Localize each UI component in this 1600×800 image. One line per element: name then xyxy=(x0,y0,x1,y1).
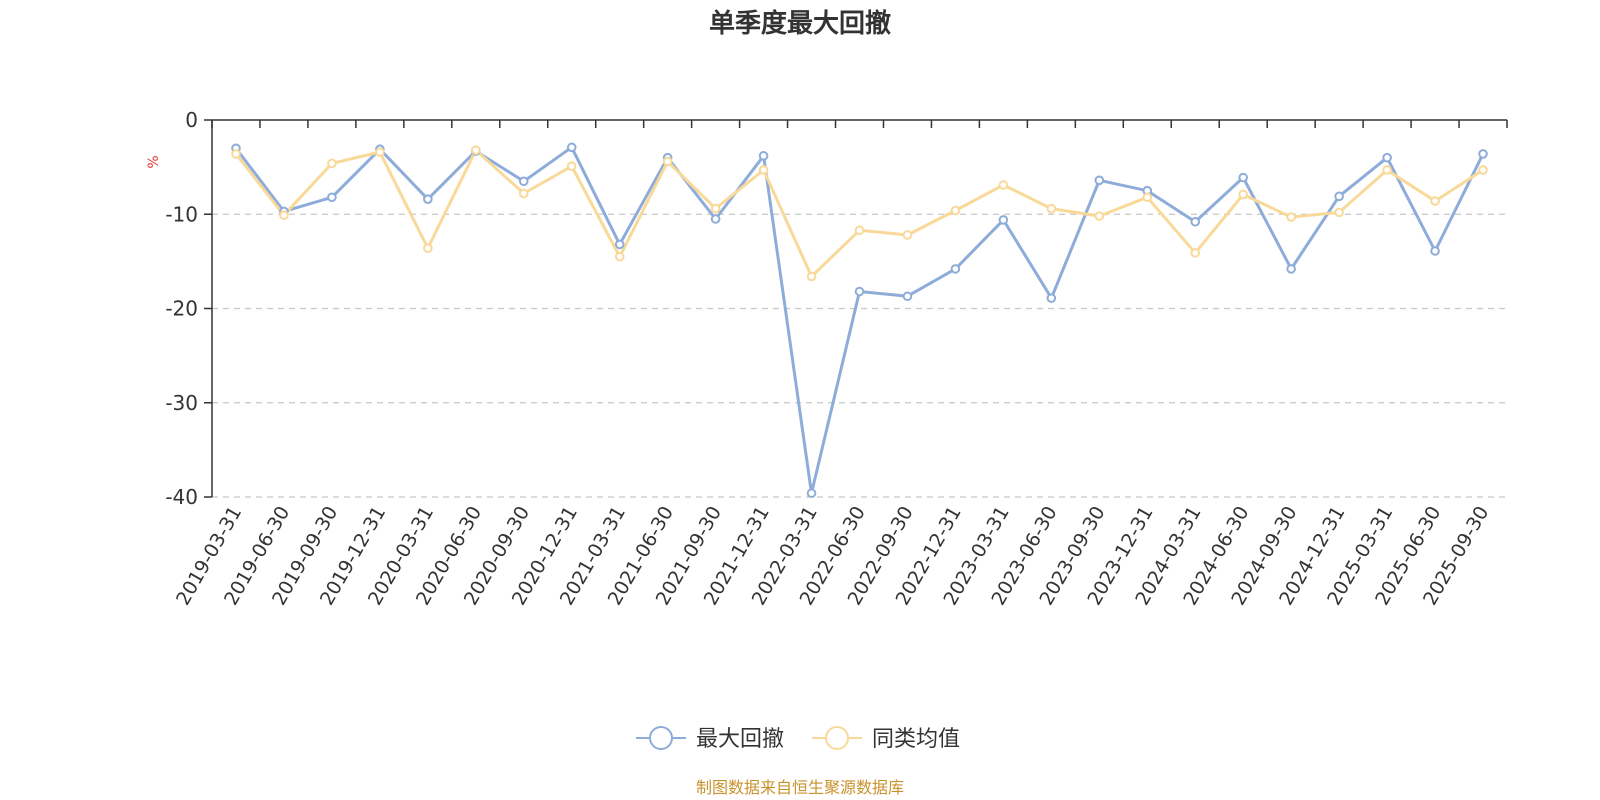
data-point[interactable] xyxy=(1382,165,1392,175)
data-point[interactable] xyxy=(614,251,625,262)
y-tick-label: 0 xyxy=(185,108,198,132)
data-point[interactable] xyxy=(1430,196,1440,206)
data-point[interactable] xyxy=(1430,246,1440,256)
y-tick-labels: 0 -10 -20 -30 -40 xyxy=(165,108,198,509)
data-point[interactable] xyxy=(902,291,913,302)
data-point[interactable] xyxy=(710,203,721,214)
legend[interactable]: 最大回撤 同类均值 xyxy=(636,726,960,752)
y-tick-label: -40 xyxy=(165,485,198,509)
data-point[interactable] xyxy=(1286,264,1296,274)
y-tick-label: -20 xyxy=(165,297,198,321)
data-point[interactable] xyxy=(806,271,817,282)
data-point[interactable] xyxy=(566,142,577,153)
legend-label: 最大回撤 xyxy=(696,727,784,752)
legend-item[interactable]: 最大回撤 xyxy=(636,726,784,752)
data-point[interactable] xyxy=(950,205,961,216)
legend-item[interactable]: 同类均值 xyxy=(812,726,960,752)
data-point[interactable] xyxy=(1046,203,1057,214)
data-point[interactable] xyxy=(1190,216,1201,227)
data-point[interactable] xyxy=(375,147,385,157)
data-point[interactable] xyxy=(1238,172,1249,183)
series-points xyxy=(231,142,1488,499)
data-point[interactable] xyxy=(710,214,721,224)
data-point[interactable] xyxy=(1478,165,1488,175)
data-point[interactable] xyxy=(1334,191,1344,202)
data-point[interactable] xyxy=(231,149,241,159)
y-axis-unit: % xyxy=(146,155,162,168)
data-point[interactable] xyxy=(566,161,577,171)
data-point[interactable] xyxy=(1382,152,1392,163)
data-point[interactable] xyxy=(279,210,289,220)
data-point[interactable] xyxy=(854,286,865,297)
legend-label: 同类均值 xyxy=(872,727,960,752)
data-point[interactable] xyxy=(470,145,481,155)
y-tick-label: -30 xyxy=(165,391,198,415)
x-tick-labels: 2019-03-312019-06-302019-09-302019-12-31… xyxy=(172,503,1493,610)
data-point[interactable] xyxy=(1478,149,1488,159)
legend-marker xyxy=(649,726,673,750)
data-point[interactable] xyxy=(1334,207,1344,218)
data-point[interactable] xyxy=(1046,293,1057,303)
data-point[interactable] xyxy=(614,239,625,250)
data-point[interactable] xyxy=(1094,211,1105,221)
y-tick-label: -10 xyxy=(165,202,198,226)
data-point[interactable] xyxy=(1142,192,1153,203)
data-point[interactable] xyxy=(662,156,673,167)
data-point[interactable] xyxy=(902,230,913,240)
data-point[interactable] xyxy=(806,488,817,499)
data-point[interactable] xyxy=(1286,212,1296,222)
data-point[interactable] xyxy=(1238,189,1249,200)
legend-marker xyxy=(825,726,849,750)
data-point[interactable] xyxy=(423,194,433,204)
data-point[interactable] xyxy=(518,188,529,199)
data-point[interactable] xyxy=(518,176,529,187)
series-line-2 xyxy=(234,148,1484,278)
axes xyxy=(204,119,1508,498)
grid-lines xyxy=(212,213,1507,498)
chart-title: 单季度最大回撤 xyxy=(709,8,891,39)
data-point[interactable] xyxy=(854,225,865,236)
data-point[interactable] xyxy=(998,215,1009,225)
data-point[interactable] xyxy=(950,264,961,274)
data-source-note: 制图数据来自恒生聚源数据库 xyxy=(696,778,904,797)
data-point[interactable] xyxy=(423,243,433,253)
data-point[interactable] xyxy=(1190,248,1201,258)
data-point[interactable] xyxy=(327,158,337,169)
data-point[interactable] xyxy=(998,180,1009,190)
data-point[interactable] xyxy=(327,192,337,203)
data-point[interactable] xyxy=(758,165,769,175)
data-point[interactable] xyxy=(758,151,769,161)
data-point[interactable] xyxy=(1094,175,1105,186)
